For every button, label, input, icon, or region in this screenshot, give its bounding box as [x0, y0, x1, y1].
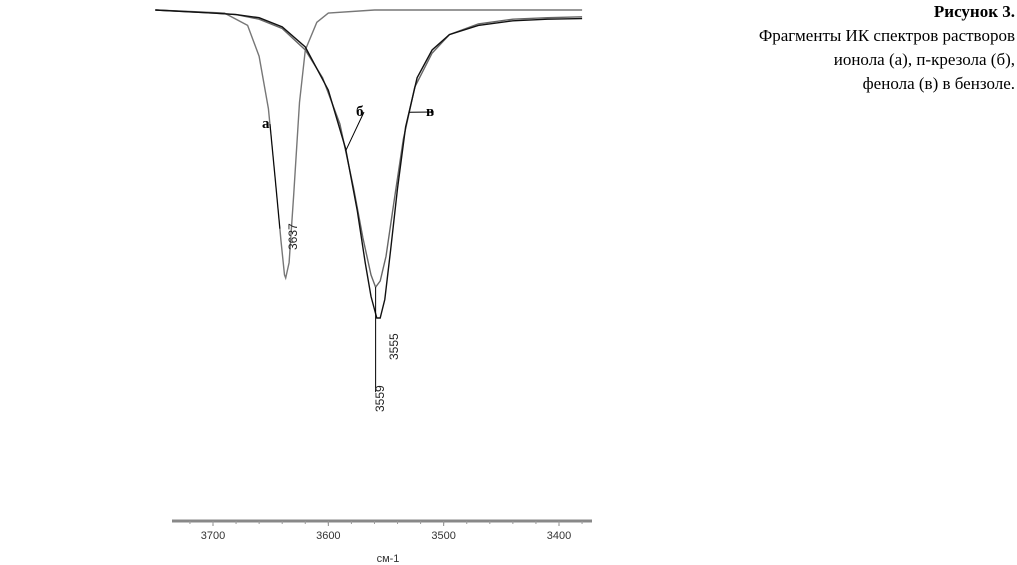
x-tick-label: 3400	[547, 530, 571, 542]
peak-label-3: 3555	[387, 333, 401, 360]
curve-label-leader	[269, 123, 281, 229]
x-tick-label: 3500	[431, 530, 455, 542]
x-tick-label: 3600	[316, 530, 340, 542]
curve-label-1: а	[262, 116, 270, 132]
curve-label-2: б	[356, 104, 364, 120]
x-tick-label: 3700	[201, 530, 225, 542]
curve-label-leader	[345, 111, 365, 152]
curve-label-3: в	[426, 104, 434, 120]
x-axis-title: см-1	[377, 553, 400, 565]
figure-caption: Рисунок 3. Фрагменты ИК спектров раствор…	[615, 0, 1015, 96]
curve-labels: а б в	[262, 104, 434, 229]
spectrum-curves	[155, 9, 583, 319]
spectrum-curve-1	[155, 9, 583, 281]
x-axis: 3700 3600 3500 3400 см-1	[172, 519, 592, 565]
caption-line-1: Фрагменты ИК спектров растворов	[758, 26, 1015, 45]
peak-annotations: 3637 3559 3555	[286, 223, 401, 412]
spectrum-curve-2	[155, 9, 583, 289]
figure-title: Рисунок 3.	[933, 2, 1015, 21]
peak-label-2: 3559	[373, 385, 387, 412]
caption-line-3: фенола (в) в бензоле.	[862, 74, 1015, 93]
peak-label-1: 3637	[286, 223, 300, 250]
spectrum-curve-3	[155, 9, 583, 319]
ir-spectrum-chart: а б в 3637 3559 3555 3700 3600 3500 3400 см-1	[155, 9, 592, 565]
caption-line-2: ионола (а), п-крезола (б),	[833, 50, 1015, 69]
x-axis-ticks: 3700 3600 3500 3400	[189, 521, 583, 542]
